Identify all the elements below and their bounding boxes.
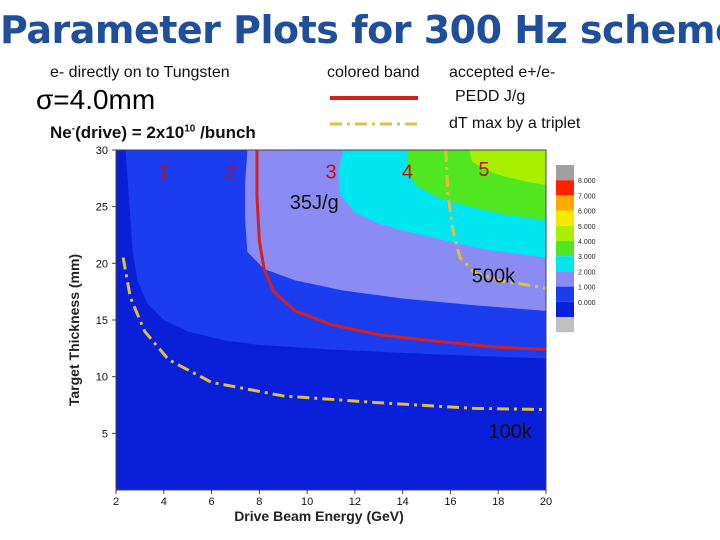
- x-tick-label: 18: [492, 496, 504, 508]
- series-line-100k: [121, 257, 546, 412]
- colorbar-swatch: [556, 180, 574, 196]
- drive-exponent: 10: [184, 123, 196, 135]
- band-label-4: 4: [402, 161, 413, 183]
- annotation-100k: 100k: [488, 421, 532, 443]
- band-label-1: 1: [158, 161, 169, 183]
- series-line-pedd-35-j-g: [255, 150, 546, 351]
- y-tick-label: 30: [96, 145, 108, 157]
- page-title: Parameter Plots for 300 Hz scheme: [0, 8, 720, 52]
- band-label-3: 3: [325, 161, 336, 183]
- drive-charge-label: Ne-(drive) = 2x1010 /bunch: [50, 123, 256, 143]
- x-tick-label: 10: [301, 496, 313, 508]
- y-tick-label: 10: [96, 372, 108, 384]
- colorbar-level-label: 4.000: [578, 239, 596, 246]
- x-axis-label: Drive Beam Energy (GeV): [234, 508, 404, 524]
- colorbar-level-label: 7.000: [578, 193, 596, 200]
- series-line-500k: [444, 150, 546, 290]
- x-tick-label: 16: [444, 496, 456, 508]
- colorbar-swatch: [556, 286, 574, 302]
- x-tick-label: 12: [349, 496, 361, 508]
- colorbar-swatch: [556, 195, 574, 211]
- colorbar-level-label: 1.000: [578, 285, 596, 292]
- colorbar-level-label: 6.000: [578, 209, 596, 216]
- colorbar-level-label: 3.000: [578, 254, 596, 261]
- sigma-value: σ=4.0mm: [36, 84, 156, 115]
- legend-pedd-label: PEDD J/g: [455, 88, 526, 105]
- band-label-2: 2: [225, 161, 236, 183]
- annotation-35j-g: 35J/g: [290, 192, 339, 214]
- band-label-5: 5: [478, 159, 489, 181]
- y-tick-label: 25: [96, 202, 108, 214]
- drive-mid: (drive) = 2x10: [75, 123, 185, 142]
- legend-dt-label: dT max by a triplet: [449, 115, 581, 132]
- colorbar-swatch: [556, 256, 574, 272]
- x-tick-label: 4: [161, 496, 167, 508]
- y-axis-label: Target Thickness (mm): [66, 254, 82, 406]
- colorbar-swatch: [556, 225, 574, 241]
- x-tick-label: 6: [208, 496, 214, 508]
- y-tick-label: 5: [102, 428, 108, 440]
- colorbar-swatch: [556, 241, 574, 257]
- x-tick-label: 2: [113, 496, 119, 508]
- colorbar-swatch: [556, 317, 574, 333]
- legend-colored-band-label: colored band: [327, 64, 420, 81]
- annotation-500k: 500k: [472, 266, 516, 288]
- colorbar-level-label: 5.000: [578, 224, 596, 231]
- colorbar-swatch: [556, 301, 574, 317]
- x-tick-label: 8: [256, 496, 262, 508]
- plot-area: 1 2 3 4 5 35J/g 500k 100k: [116, 150, 546, 490]
- legend-accepted-label: accepted e+/e-: [449, 64, 556, 81]
- band-region-5: [469, 150, 546, 186]
- colorbar-swatch: [556, 165, 574, 181]
- drive-prefix: Ne: [50, 123, 72, 142]
- drive-minus-sup: -: [71, 123, 76, 135]
- x-tick-label: 20: [540, 496, 552, 508]
- y-tick-label: 20: [96, 258, 108, 270]
- colorbar-level-label: 8.000: [578, 178, 596, 185]
- x-tick-label: 14: [397, 496, 409, 508]
- y-tick-label: 15: [96, 315, 108, 327]
- drive-suffix: /bunch: [195, 123, 256, 142]
- colorbar-level-label: 0.000: [578, 300, 596, 307]
- colorbar-level-label: 2.000: [578, 269, 596, 276]
- colorbar: 8.000 7.000 6.000 5.000 4.000 3.000 2.000 1.000…: [556, 165, 596, 333]
- colorbar-swatch: [556, 210, 574, 226]
- source-description: e- directly on to Tungsten: [50, 64, 230, 81]
- colorbar-swatch: [556, 271, 574, 287]
